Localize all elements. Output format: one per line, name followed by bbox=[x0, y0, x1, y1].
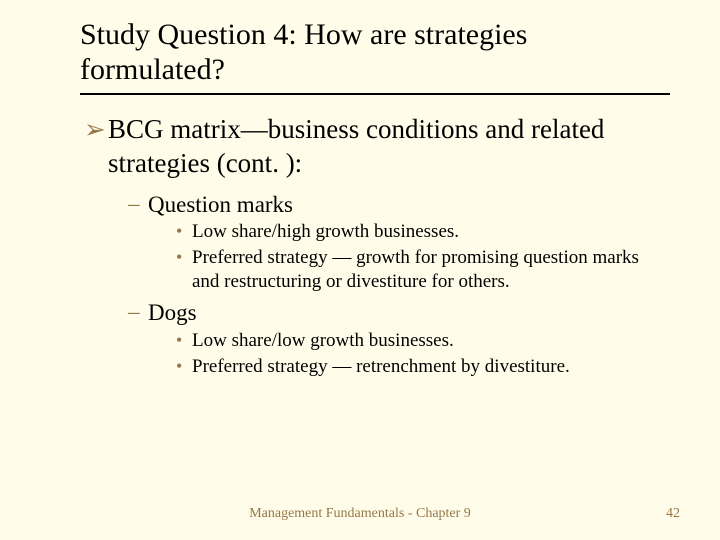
level2-text: Dogs bbox=[148, 299, 197, 327]
dot-icon: • bbox=[176, 221, 192, 243]
dot-icon: • bbox=[176, 330, 192, 352]
level1-text: BCG matrix—business conditions and relat… bbox=[108, 113, 670, 181]
footer-text: Management Fundamentals - Chapter 9 bbox=[0, 506, 720, 522]
title-underline bbox=[80, 93, 670, 95]
bullet-level3: • Low share/low growth businesses. bbox=[176, 329, 670, 353]
bullet-level2: – Question marks bbox=[128, 191, 670, 219]
dot-icon: • bbox=[176, 247, 192, 269]
bullet-level3: • Low share/high growth businesses. bbox=[176, 220, 670, 244]
level3-text: Low share/low growth businesses. bbox=[192, 329, 454, 353]
level2-text: Question marks bbox=[148, 191, 293, 219]
slide-body: Study Question 4: How are strategies for… bbox=[0, 0, 720, 378]
slide-title: Study Question 4: How are strategies for… bbox=[80, 18, 670, 87]
dot-icon: • bbox=[176, 356, 192, 378]
arrow-icon: ➢ bbox=[84, 116, 108, 145]
dash-icon: – bbox=[128, 191, 148, 217]
page-number: 42 bbox=[666, 506, 680, 522]
bullet-level2: – Dogs bbox=[128, 299, 670, 327]
bullet-level3: • Preferred strategy — retrenchment by d… bbox=[176, 355, 670, 379]
bullet-level1: ➢ BCG matrix—business conditions and rel… bbox=[84, 113, 670, 181]
bullet-level3: • Preferred strategy — growth for promis… bbox=[176, 246, 670, 294]
level3-text: Preferred strategy — growth for promisin… bbox=[192, 246, 670, 294]
level3-text: Low share/high growth businesses. bbox=[192, 220, 459, 244]
dash-icon: – bbox=[128, 299, 148, 325]
level3-text: Preferred strategy — retrenchment by div… bbox=[192, 355, 570, 379]
